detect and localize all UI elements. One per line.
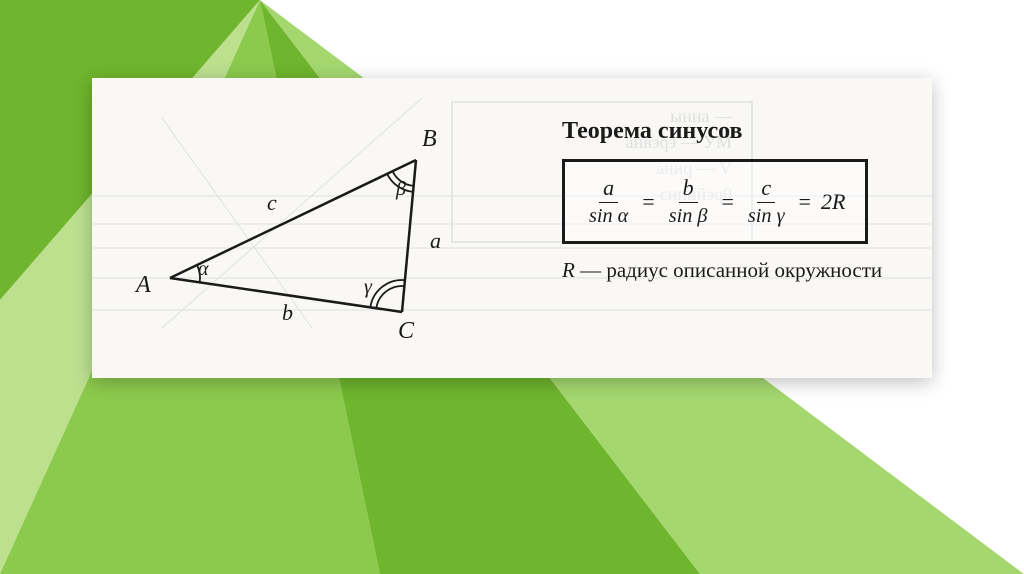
formula-box: asin α=bsin β=csin γ=2R (562, 159, 868, 244)
angle-alpha-label: α (198, 258, 209, 281)
content-card: ынна —анвэqэ — УМаниq — Vсинийэq0 A B C … (92, 78, 932, 378)
vertex-B: B (422, 126, 437, 153)
theorem-block: Теорема синусов asin α=bsin β=csin γ=2R … (562, 118, 902, 283)
formula: asin α=bsin β=csin γ=2R (585, 176, 845, 227)
side-c-label: c (267, 190, 277, 216)
triangle-diagram: A B C a b c α β γ (132, 128, 512, 348)
caption-var: R (562, 258, 575, 282)
side-a-label: a (430, 228, 441, 254)
vertex-A: A (136, 272, 151, 299)
side-b-label: b (282, 300, 293, 326)
radius-caption: R — радиус описанной окружности (562, 258, 902, 283)
vertex-C: C (398, 318, 414, 345)
caption-text: — радиус описанной окружности (575, 258, 882, 282)
angle-gamma-label: γ (364, 276, 372, 299)
theorem-title: Теорема синусов (562, 118, 902, 145)
angle-beta-label: β (396, 178, 406, 201)
